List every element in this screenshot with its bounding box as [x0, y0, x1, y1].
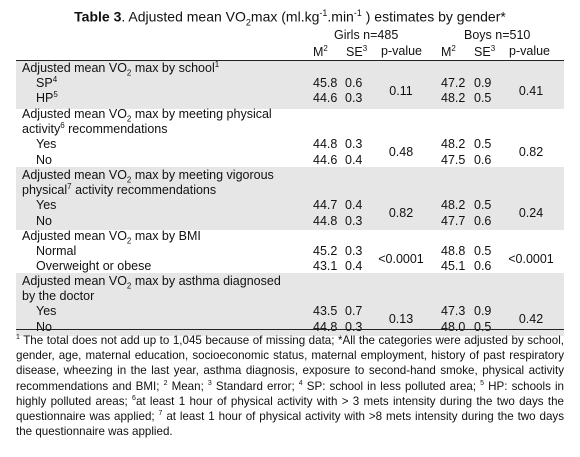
header-boys: Boys n=510	[464, 28, 531, 42]
table-title: Table 3. Adjusted mean VO2max (ml.kg-1.m…	[74, 8, 506, 28]
row-label: Normal	[36, 244, 77, 259]
row-label: Overweight or obese	[36, 259, 152, 274]
table-number: Table 3	[74, 8, 122, 25]
header-girls: Girls n=485	[334, 28, 399, 42]
group-heading: Adjusted mean VO2 max by asthma diagnose…	[22, 274, 281, 291]
group-heading: Adjusted mean VO2 max by meeting physica…	[22, 107, 272, 124]
boys-mean-cell: 48.8	[441, 244, 466, 259]
girls-mean-cell: 44.6	[313, 152, 338, 167]
girls-mean-cell: 44.8	[313, 213, 338, 228]
group-heading: Adjusted mean VO2 max by BMI	[22, 229, 201, 246]
row-label: No	[36, 319, 52, 334]
boys-mean-cell: 48.0	[441, 319, 466, 334]
row-label: No	[36, 152, 52, 167]
table-group	[16, 273, 564, 336]
header-boys-mean: M2	[441, 44, 456, 60]
row-label: No	[36, 213, 52, 228]
row-label: Yes	[36, 137, 57, 152]
boys-mean-cell: 48.2	[441, 137, 466, 152]
boys-mean-cell: 47.3	[441, 304, 466, 319]
boys-p-value: 0.41	[518, 83, 544, 98]
girls-se-cell: 0.4	[345, 259, 363, 274]
header-boys-se: SE3	[474, 44, 496, 60]
boys-se-cell: 0.9	[474, 76, 492, 91]
group-heading: Adjusted mean VO2 max by meeting vigorou…	[22, 168, 274, 185]
boys-mean-cell: 47.2	[441, 76, 466, 91]
girls-p-value: 0.48	[388, 145, 414, 159]
header-girls-se: SE3	[346, 44, 368, 60]
boys-mean-cell: 45.1	[441, 259, 466, 274]
girls-se-cell: 0.6	[345, 76, 363, 91]
girls-p-value: 0.82	[388, 206, 414, 220]
table-group	[16, 60, 564, 109]
boys-se-cell: 0.9	[474, 304, 492, 319]
header-girls-mean: M2	[313, 44, 328, 60]
girls-mean-cell: 44.8	[313, 137, 338, 152]
row-label: HP5	[36, 90, 58, 106]
girls-se-cell: 0.3	[345, 244, 363, 259]
girls-mean-cell: 44.6	[313, 91, 338, 106]
row-label: Yes	[36, 304, 57, 319]
girls-p-value: <0.0001	[378, 251, 424, 266]
boys-se-cell: 0.5	[474, 244, 492, 259]
girls-se-cell: 0.3	[345, 319, 363, 334]
table-group	[16, 167, 564, 230]
boys-mean-cell: 48.2	[441, 91, 466, 106]
boys-se-cell: 0.6	[474, 259, 492, 274]
girls-se-cell: 0.3	[345, 213, 363, 228]
header-girls-p: p-value	[381, 44, 422, 58]
girls-mean-cell: 43.1	[313, 259, 338, 274]
girls-mean-cell: 45.8	[313, 76, 338, 91]
girls-se-cell: 0.3	[345, 137, 363, 152]
girls-se-cell: 0.4	[345, 152, 363, 167]
boys-mean-cell: 48.2	[441, 198, 466, 213]
boys-p-value: <0.0001	[508, 251, 554, 266]
group-heading: Adjusted mean VO2 max by school1	[22, 59, 220, 78]
girls-mean-cell: 44.7	[313, 198, 338, 213]
row-label: Yes	[36, 198, 57, 213]
boys-p-value: 0.24	[518, 206, 544, 220]
boys-se-cell: 0.5	[474, 319, 492, 334]
girls-mean-cell: 45.2	[313, 244, 338, 259]
girls-se-cell: 0.3	[345, 91, 363, 106]
boys-se-cell: 0.5	[474, 137, 492, 152]
boys-p-value: 0.42	[518, 312, 544, 326]
row-label: SP4	[36, 75, 58, 91]
boys-se-cell: 0.6	[474, 213, 492, 228]
table-footnote: 1 The total does not add up to 1,045 bec…	[16, 334, 564, 439]
girls-p-value: 0.11	[389, 83, 413, 98]
boys-se-cell: 0.6	[474, 152, 492, 167]
boys-se-cell: 0.5	[474, 198, 492, 213]
table-bottom-rule	[16, 329, 564, 330]
boys-p-value: 0.82	[518, 145, 544, 159]
girls-mean-cell: 44.8	[313, 319, 338, 334]
group-heading: activity6 recommendations	[22, 121, 168, 137]
girls-se-cell: 0.7	[345, 304, 363, 319]
header-boys-p: p-value	[509, 44, 550, 58]
girls-se-cell: 0.4	[345, 198, 363, 213]
boys-se-cell: 0.5	[474, 91, 492, 106]
boys-mean-cell: 47.5	[441, 152, 466, 167]
group-heading: by the doctor	[22, 289, 95, 304]
girls-p-value: 0.13	[388, 312, 414, 326]
group-heading: physical7 activity recommendations	[22, 182, 217, 198]
boys-mean-cell: 47.7	[441, 213, 466, 228]
girls-mean-cell: 43.5	[313, 304, 338, 319]
